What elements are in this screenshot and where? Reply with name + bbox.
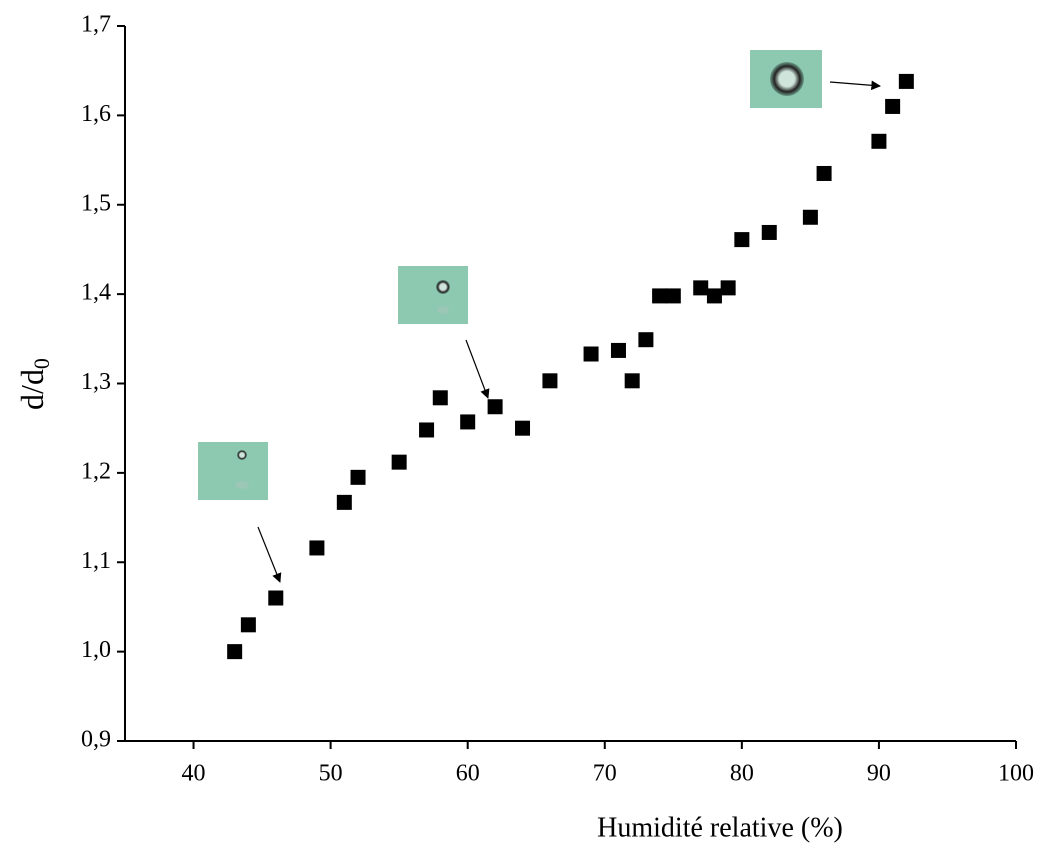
point xyxy=(652,288,668,304)
y-label-main: d/d xyxy=(14,369,50,410)
y-tick-label: 1,5 xyxy=(81,190,111,216)
point xyxy=(542,373,558,389)
point xyxy=(816,165,832,181)
point xyxy=(885,98,901,114)
x-tick-label: 100 xyxy=(998,761,1034,787)
point xyxy=(898,73,914,89)
y-tick-label: 1,1 xyxy=(81,548,111,574)
inset-image xyxy=(198,442,268,500)
arrow xyxy=(465,339,490,399)
droplet-shadow xyxy=(235,481,249,489)
x-tick-label: 90 xyxy=(867,761,891,787)
x-tick-label: 40 xyxy=(182,761,206,787)
x-tick-label: 80 xyxy=(730,761,754,787)
point xyxy=(268,590,284,606)
point xyxy=(227,644,243,660)
point xyxy=(761,224,777,240)
point xyxy=(624,373,640,389)
point xyxy=(487,399,503,415)
droplet-shadow xyxy=(437,306,449,314)
point xyxy=(391,454,407,470)
point xyxy=(720,280,736,296)
arrow xyxy=(829,80,881,91)
point xyxy=(240,617,256,633)
point xyxy=(802,209,818,225)
y-tick-label: 1,7 xyxy=(81,12,111,38)
y-label-sub: 0 xyxy=(29,358,54,369)
point xyxy=(665,288,681,304)
point xyxy=(336,494,352,510)
y-tick-label: 1,0 xyxy=(81,637,111,663)
x-tick-label: 50 xyxy=(319,761,343,787)
y-axis-label: d/d0 xyxy=(14,358,54,410)
x-axis-label: Humidité relative (%) xyxy=(597,812,843,843)
point xyxy=(350,469,366,485)
inset-image xyxy=(398,266,468,324)
y-tick-label: 0,9 xyxy=(81,727,111,753)
point xyxy=(515,420,531,436)
point xyxy=(693,280,709,296)
point xyxy=(706,288,722,304)
point xyxy=(309,540,325,556)
arrow xyxy=(257,526,282,583)
y-tick-label: 1,2 xyxy=(81,458,111,484)
droplet xyxy=(436,280,450,294)
point xyxy=(583,346,599,362)
point xyxy=(871,133,887,149)
y-tick-label: 1,3 xyxy=(81,369,111,395)
point xyxy=(460,414,476,430)
point xyxy=(734,232,750,248)
y-tick-label: 1,4 xyxy=(81,280,111,306)
x-tick-label: 60 xyxy=(456,761,480,787)
point xyxy=(419,422,435,438)
x-tick-label: 70 xyxy=(593,761,617,787)
point xyxy=(610,342,626,358)
droplet xyxy=(770,62,804,96)
inset-images xyxy=(198,50,881,583)
droplet xyxy=(237,450,247,460)
point xyxy=(432,390,448,406)
y-tick-label: 1,6 xyxy=(81,101,111,127)
point xyxy=(638,332,654,348)
